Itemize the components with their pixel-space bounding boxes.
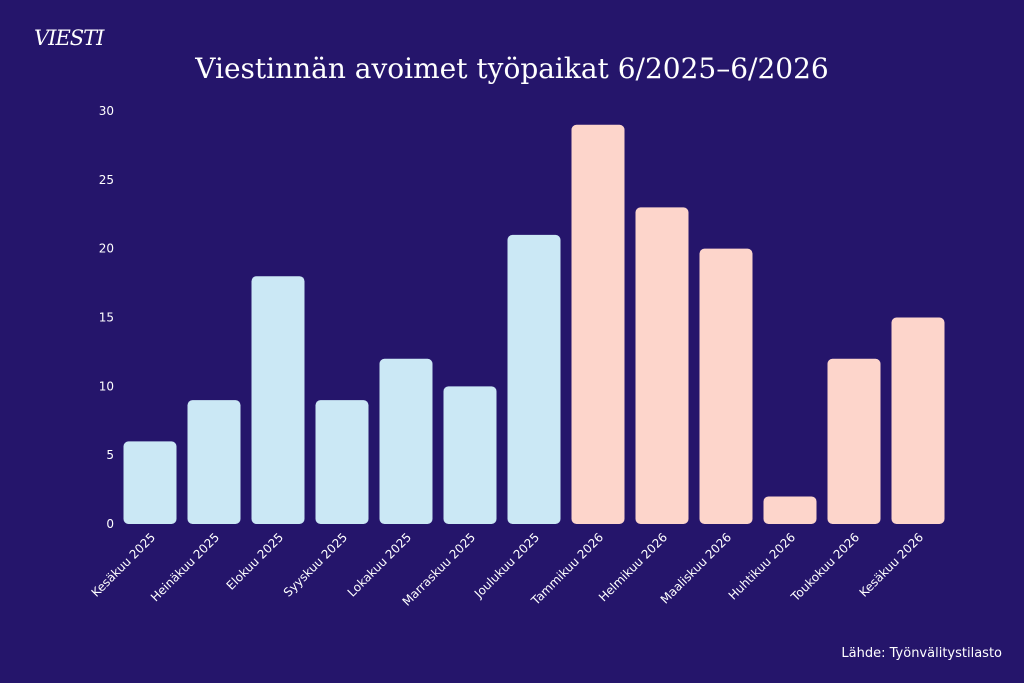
viesti-logo: VIESTI [34,26,104,50]
x-tick-label: Lokakuu 2025 [345,530,414,599]
y-tick-label: 15 [99,311,114,325]
bar [507,234,561,524]
x-tick-label: Toukokuu 2026 [788,530,862,604]
bar [571,124,625,525]
bar [763,496,817,524]
chart-title: Viestinnän avoimet työpaikat 6/2025–6/20… [195,52,829,85]
y-tick-label: 0 [106,517,114,531]
bar [827,358,881,524]
bar [891,317,945,524]
bar [443,386,497,524]
y-tick-label: 20 [99,242,114,256]
bar [315,400,369,524]
x-tick-label: Kesäkuu 2026 [857,530,927,600]
y-axis-ticks: 0 5 10 15 20 25 30 [99,104,114,531]
bar [251,276,305,524]
bar [123,441,177,524]
x-tick-label: Maaliskuu 2026 [658,530,734,606]
bar [635,207,689,524]
y-tick-label: 25 [99,173,114,187]
x-tick-label: Kesäkuu 2025 [89,530,159,600]
x-tick-label: Elokuu 2025 [224,530,287,593]
x-tick-label: Syyskuu 2025 [281,530,350,599]
bar [379,358,433,524]
x-tick-label: Huhtikuu 2026 [726,530,798,602]
bars [123,124,945,525]
bar [187,400,241,524]
y-tick-label: 5 [106,448,114,462]
x-tick-label: Heinäkuu 2025 [148,530,222,604]
x-tick-label: Helmikuu 2026 [596,530,670,604]
bar [699,248,753,524]
source-note: Lähde: Työnvälitystilasto [841,646,1002,661]
y-tick-label: 10 [99,379,114,393]
x-tick-label: Joulukuu 2025 [471,530,542,601]
y-tick-label: 30 [99,104,114,118]
